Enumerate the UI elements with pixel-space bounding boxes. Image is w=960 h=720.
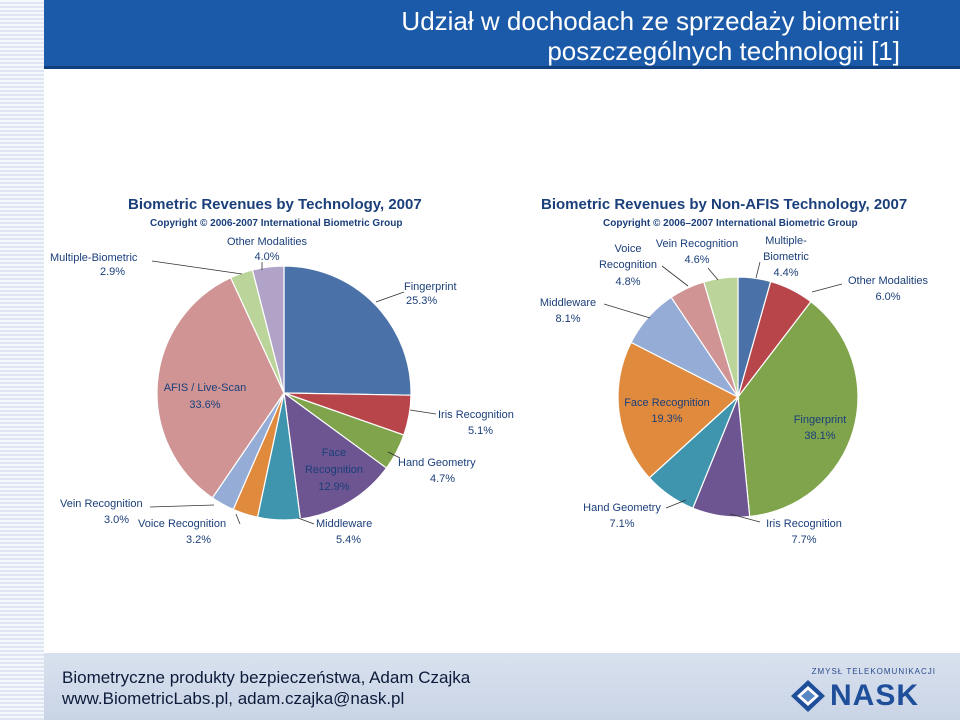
leader-line-middleware (603, 303, 651, 319)
slice-value-multiple-biometric: 4.4% (773, 267, 798, 279)
slice-value-middleware: 5.4% (336, 534, 361, 546)
slice-value-vein-recognition: 4.6% (684, 254, 709, 266)
slice-label-fingerprint: Fingerprint (794, 414, 847, 426)
nask-logo: NASK (790, 679, 940, 713)
pie-slice-face-recognition (617, 341, 740, 479)
pie-slice-face-recognition (283, 391, 388, 520)
slice-label-voice-recognition: Voice Recognition (138, 518, 226, 530)
footer-contact-line: www.BiometricLabs.pl, adam.czajka@nask.p… (62, 689, 405, 708)
leader-line-middleware (297, 517, 315, 525)
slice-label-other-modalities: Other Modalities (227, 236, 308, 248)
slice-label-face-recognition: Face (322, 447, 346, 459)
slice-value-middleware: 8.1% (555, 313, 580, 325)
chart-copyright: Copyright © 2006–2007 International Biom… (603, 218, 858, 229)
slice-label-vein-recognition: Vein Recognition (60, 498, 143, 510)
slice-label-voice-recognition: Voice (615, 243, 642, 255)
slice-label-face-recognition-line2: Recognition (305, 464, 363, 476)
slice-label-iris-recognition: Iris Recognition (438, 409, 514, 421)
pie-slice-fingerprint (283, 265, 412, 396)
leader-line-vein-recognition (707, 267, 719, 281)
slice-value-multiple-biometric: 2.9% (100, 266, 125, 278)
slide-title: Udział w dochodach ze sprzedaży biometri… (401, 6, 900, 66)
slice-value-hand-geometry: 4.7% (430, 473, 455, 485)
leader-line-voice-recognition (661, 265, 689, 287)
leader-line-iris-recognition (409, 409, 437, 415)
slice-value-voice-recognition: 3.2% (186, 534, 211, 546)
slice-label-hand-geometry: Hand Geometry (583, 502, 661, 514)
slice-value-vein-recognition: 3.0% (104, 514, 129, 526)
leader-line-other-modalities (811, 283, 843, 293)
leader-line-multiple-biometric (755, 261, 761, 279)
slide-footer: Biometryczne produkty bezpieczeństwa, Ad… (44, 653, 960, 720)
footer-author-line: Biometryczne produkty bezpieczeństwa, Ad… (62, 668, 471, 687)
slice-label-other-modalities: Other Modalities (848, 275, 929, 287)
slice-label-voice-recognition-line2: Recognition (599, 259, 657, 271)
leader-line-fingerprint (375, 291, 405, 303)
slice-label-middleware: Middleware (316, 518, 372, 530)
slice-label-multiple-biometric: Multiple-Biometric (50, 252, 138, 264)
slice-value-iris-recognition: 5.1% (468, 425, 493, 437)
leader-line-vein-recognition (149, 504, 215, 508)
slice-value-other-modalities: 4.0% (254, 251, 279, 263)
slide-title-line1: Udział w dochodach ze sprzedaży biometri… (401, 6, 900, 36)
chart-copyright: Copyright © 2006-2007 International Biom… (150, 218, 402, 229)
slice-label-multiple-biometric: Multiple- (765, 235, 807, 247)
slice-label-iris-recognition: Iris Recognition (766, 518, 842, 530)
pie-chart-2: Biometric Revenues by Non-AFIS Technolog… (540, 196, 929, 546)
pie-slice-vein-recognition (703, 276, 739, 398)
leader-line-multiple-biometric (151, 260, 243, 275)
slice-label-middleware: Middleware (540, 297, 596, 309)
slice-label-multiple-biometric-line2: Biometric (763, 251, 809, 263)
pie-slice-afis-live-scan (156, 276, 285, 499)
slice-value-face-recognition: 12.9% (318, 481, 349, 493)
leader-line-hand-geometry (387, 451, 401, 459)
slice-label-hand-geometry: Hand Geometry (398, 457, 476, 469)
pie-slice-fingerprint (737, 300, 859, 518)
leader-line-hand-geometry (665, 499, 687, 509)
left-decorative-stripe (0, 0, 44, 720)
chart-title: Biometric Revenues by Non-AFIS Technolog… (541, 196, 907, 213)
leader-line-voice-recognition (235, 513, 241, 525)
slice-value-fingerprint: 25.3% (406, 295, 437, 307)
slice-value-hand-geometry: 7.1% (609, 518, 634, 530)
nask-logo-icon (791, 680, 825, 712)
nask-logo-text: NASK (830, 679, 920, 712)
slide-title-line2: poszczególnych technologii [1] (547, 36, 900, 66)
slice-label-vein-recognition: Vein Recognition (656, 238, 739, 250)
pie-chart-1: Biometric Revenues by Technology, 2007 Co… (50, 196, 514, 546)
slice-value-voice-recognition: 4.8% (615, 276, 640, 288)
slide-header: Udział w dochodach ze sprzedaży biometri… (44, 0, 960, 69)
leader-line-iris-recognition (729, 513, 761, 523)
slice-value-other-modalities: 6.0% (875, 291, 900, 303)
slice-value-iris-recognition: 7.7% (791, 534, 816, 546)
slice-label-fingerprint: Fingerprint (404, 281, 457, 293)
slice-label-face-recognition: Face Recognition (624, 397, 710, 409)
footer-text: Biometryczne produkty bezpieczeństwa, Ad… (62, 667, 470, 709)
slice-value-face-recognition: 19.3% (651, 413, 682, 425)
slice-value-afis-live-scan: 33.6% (189, 399, 220, 411)
pie-slice-other-modalities (251, 265, 285, 394)
slice-label-afis-live-scan: AFIS / Live-Scan (164, 382, 247, 394)
chart-title: Biometric Revenues by Technology, 2007 (128, 196, 422, 213)
logo-tagline: ZMYSŁ TELEKOMUNIKACJI (811, 667, 936, 676)
slice-value-fingerprint: 38.1% (804, 430, 835, 442)
